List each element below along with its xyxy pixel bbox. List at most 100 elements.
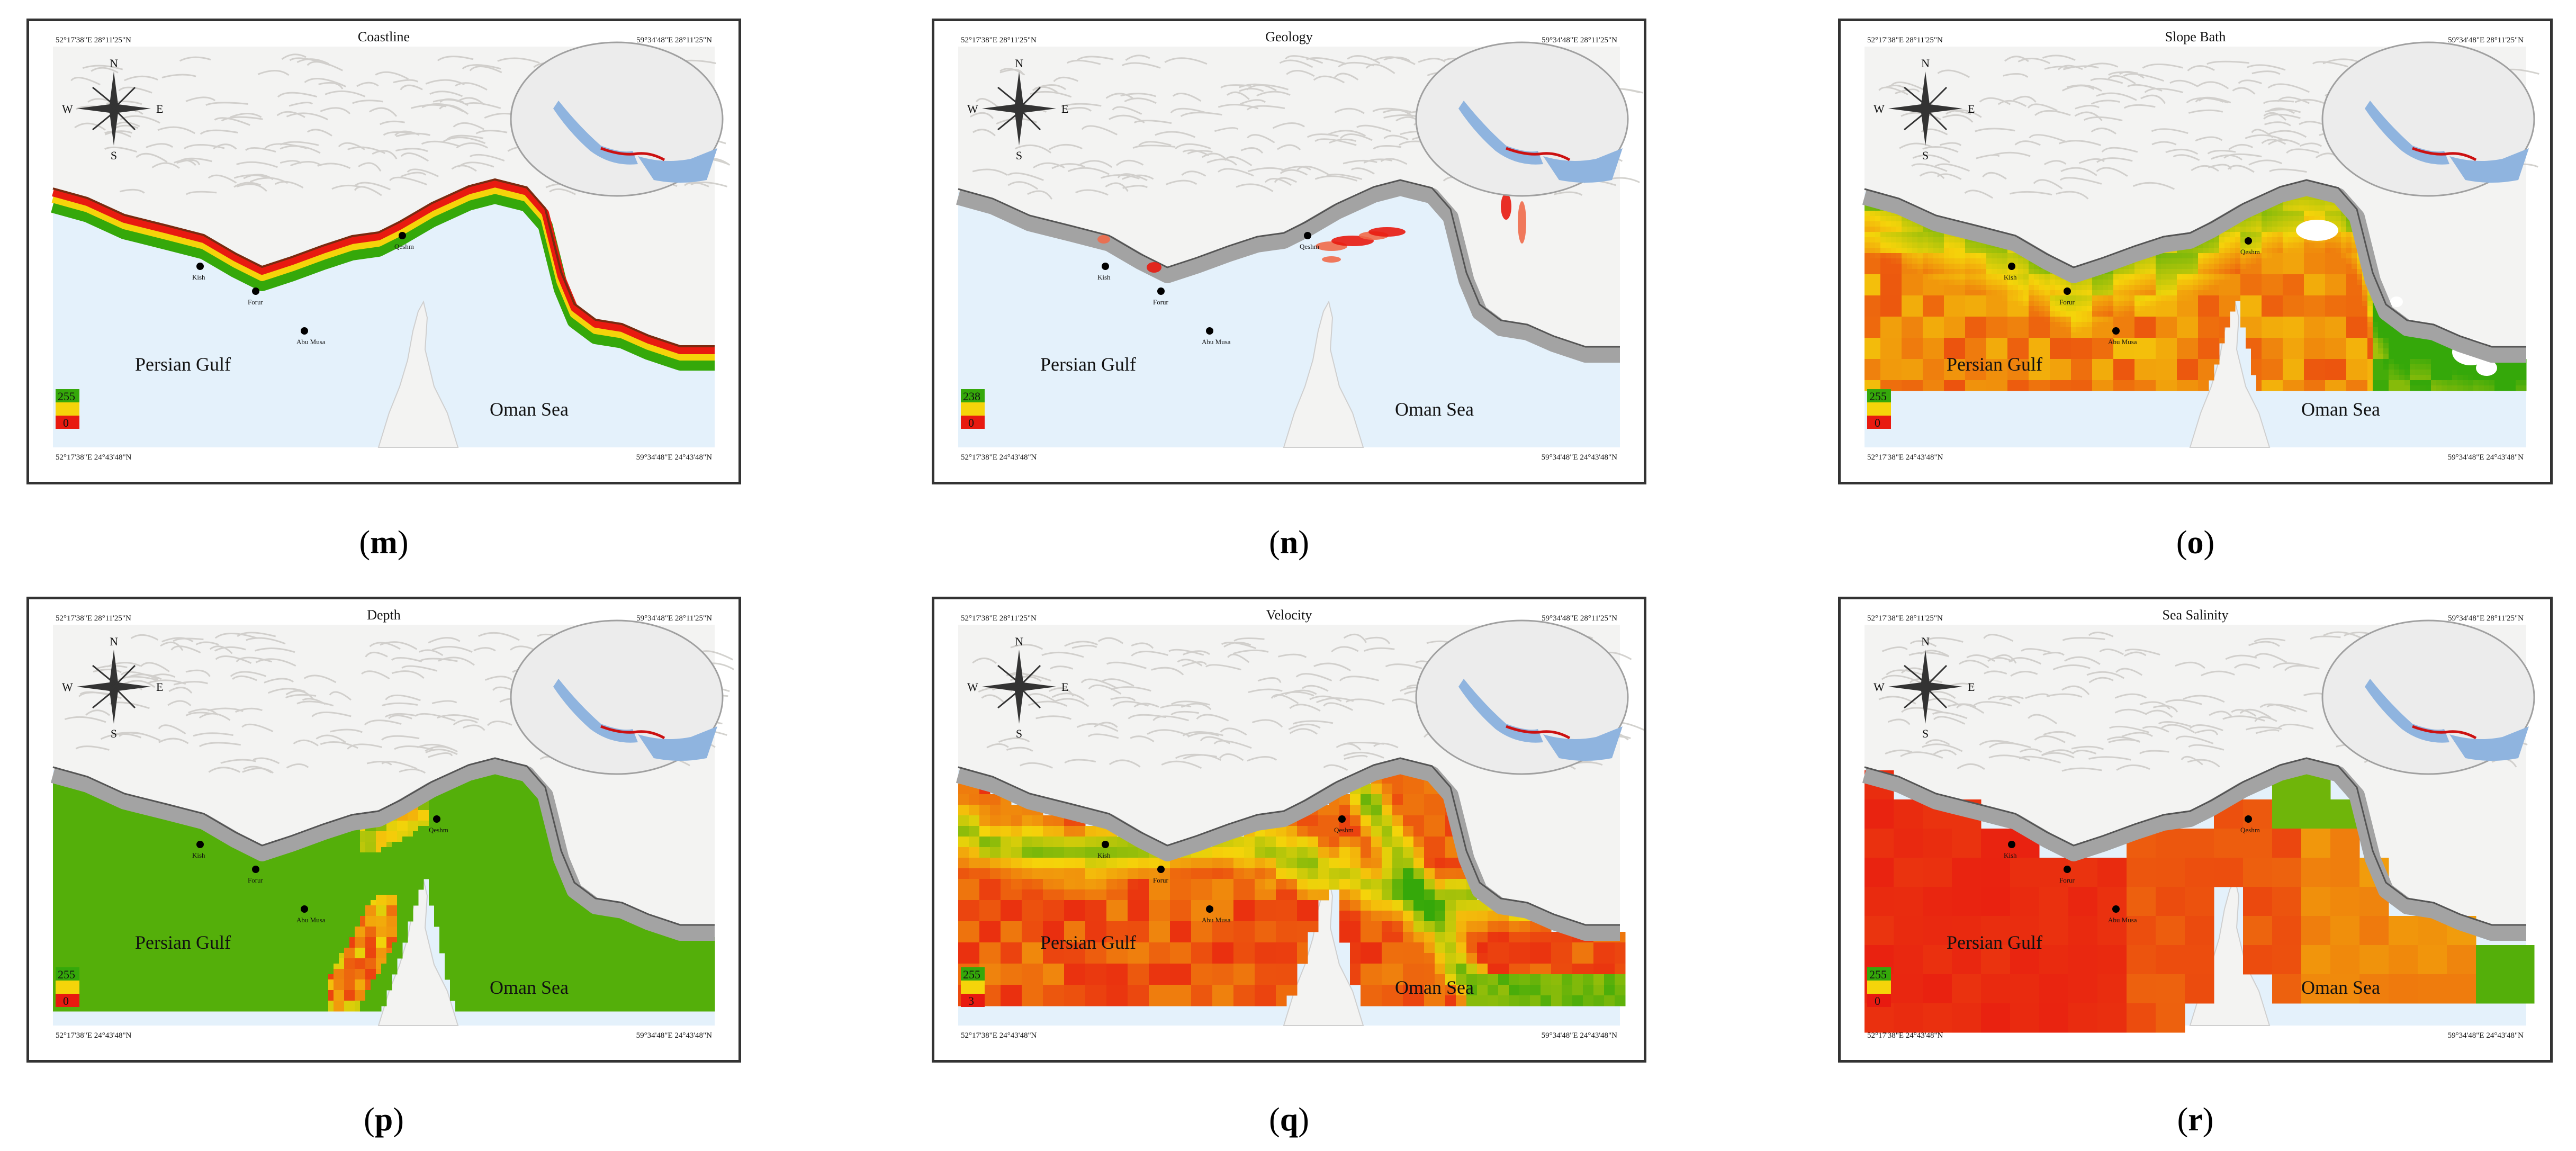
heatmap-cell — [2161, 301, 2167, 307]
terrain-ridge — [2034, 110, 2071, 116]
heatmap-cell — [1870, 258, 1876, 264]
heatmap-cell — [69, 964, 75, 969]
terrain-ridge — [1343, 159, 1377, 165]
heatmap-cell — [2262, 327, 2267, 333]
heatmap-cell — [1896, 290, 1902, 296]
inset-locator-map — [2321, 41, 2535, 197]
heatmap-cell — [2129, 348, 2135, 354]
heatmap-cell — [2182, 317, 2188, 322]
heatmap-cell — [1986, 274, 1992, 280]
heatmap-cell — [2420, 348, 2426, 354]
heatmap-cell — [2304, 343, 2310, 349]
heatmap-cell — [2426, 338, 2431, 344]
terrain-ridge — [1164, 57, 1208, 65]
heatmap-cell — [1865, 317, 1870, 322]
heatmap-cell — [2431, 364, 2437, 370]
heatmap-cell — [2087, 327, 2093, 333]
terrain-ridge — [381, 761, 418, 770]
heatmap-cell — [85, 805, 91, 811]
terrain-ridge — [1133, 120, 1172, 124]
terrain-ridge — [2312, 61, 2348, 68]
heatmap-cell — [2044, 274, 2050, 280]
heatmap-cell — [1891, 306, 1897, 312]
heatmap-cell — [106, 852, 112, 858]
heatmap-cell — [1891, 295, 1897, 301]
heatmap-cell — [2039, 327, 2045, 333]
heatmap-cell — [2468, 380, 2474, 386]
heatmap-cell — [106, 868, 112, 874]
heatmap-cell — [138, 868, 143, 874]
heatmap-cell — [90, 948, 96, 954]
heatmap-cell — [106, 916, 112, 922]
heatmap-cell — [2129, 269, 2135, 275]
heatmap-cell — [1875, 364, 1881, 370]
heatmap-cell — [2484, 380, 2490, 386]
heatmap-cell — [1875, 264, 1881, 269]
heatmap-cell — [2034, 380, 2040, 386]
heatmap-cell — [2378, 380, 2384, 386]
terrain-ridge — [208, 174, 237, 184]
heatmap-cell — [111, 942, 117, 948]
heatmap-cell — [101, 805, 106, 811]
terrain-ridge — [1901, 112, 1941, 121]
heatmap-cell — [1865, 237, 1870, 243]
heatmap-cell — [201, 874, 207, 879]
heatmap-cell — [2330, 332, 2336, 338]
terrain-ridge — [2101, 147, 2138, 153]
heatmap-cell — [1992, 295, 1997, 301]
heatmap-cell — [2394, 375, 2400, 381]
heatmap-cell — [1976, 364, 1981, 370]
heatmap-cell — [2336, 290, 2341, 296]
heatmap-cell — [1923, 232, 1929, 238]
heatmap-cell — [2288, 264, 2294, 269]
heatmap-cell — [1928, 306, 1934, 312]
heatmap-cell — [127, 911, 133, 916]
heatmap-cell — [1875, 242, 1881, 248]
heatmap-cell — [1965, 248, 1971, 254]
heatmap-cell — [79, 805, 85, 811]
compass-diagonals — [1904, 86, 1948, 131]
heatmap-cell — [206, 985, 212, 991]
heatmap-cell — [1907, 385, 1913, 391]
terrain-ridge — [195, 641, 219, 646]
heatmap-cell — [58, 942, 64, 948]
heatmap-cell — [1928, 280, 1934, 285]
heatmap-cell — [2187, 274, 2193, 280]
heatmap-cell — [2071, 364, 2077, 370]
heatmap-cell — [1997, 253, 2003, 259]
heatmap-cell — [2219, 258, 2225, 264]
heatmap-cell — [2172, 322, 2177, 328]
heatmap-cell — [185, 868, 191, 874]
heatmap-cell — [2367, 385, 2373, 391]
heatmap-cell — [2124, 295, 2130, 301]
heatmap-cell — [2034, 306, 2040, 312]
heatmap-cell — [85, 953, 91, 959]
heatmap-cell — [2161, 253, 2167, 259]
terrain-ridge — [2043, 160, 2067, 165]
heatmap-cell — [1997, 354, 2003, 359]
terrain-ridge — [1976, 154, 2000, 159]
heatmap-cell — [2140, 301, 2146, 307]
heatmap-cell — [1939, 322, 1944, 328]
heatmap-cell — [2023, 343, 2029, 349]
heatmap-cell — [148, 821, 154, 826]
heatmap-cell — [1886, 280, 1892, 285]
heatmap-cell — [85, 895, 91, 901]
heatmap-cell — [2325, 364, 2331, 370]
heatmap-cell — [85, 884, 91, 890]
heatmap-cell — [1970, 248, 1976, 254]
heatmap-cell — [2251, 370, 2257, 375]
heatmap-cell — [1954, 269, 1960, 275]
heatmap-cell — [2145, 290, 2151, 296]
heatmap-cell — [2431, 380, 2437, 386]
heatmap-cell — [169, 1006, 175, 1012]
heatmap-cell — [2299, 385, 2304, 391]
heatmap-cell — [106, 932, 112, 938]
heatmap-cell — [2378, 317, 2384, 322]
heatmap-cell — [2352, 269, 2357, 275]
heatmap-cell — [2060, 332, 2066, 338]
heatmap-cell — [2283, 253, 2289, 259]
heatmap-cell — [132, 937, 138, 943]
heatmap-cell — [2330, 359, 2336, 365]
